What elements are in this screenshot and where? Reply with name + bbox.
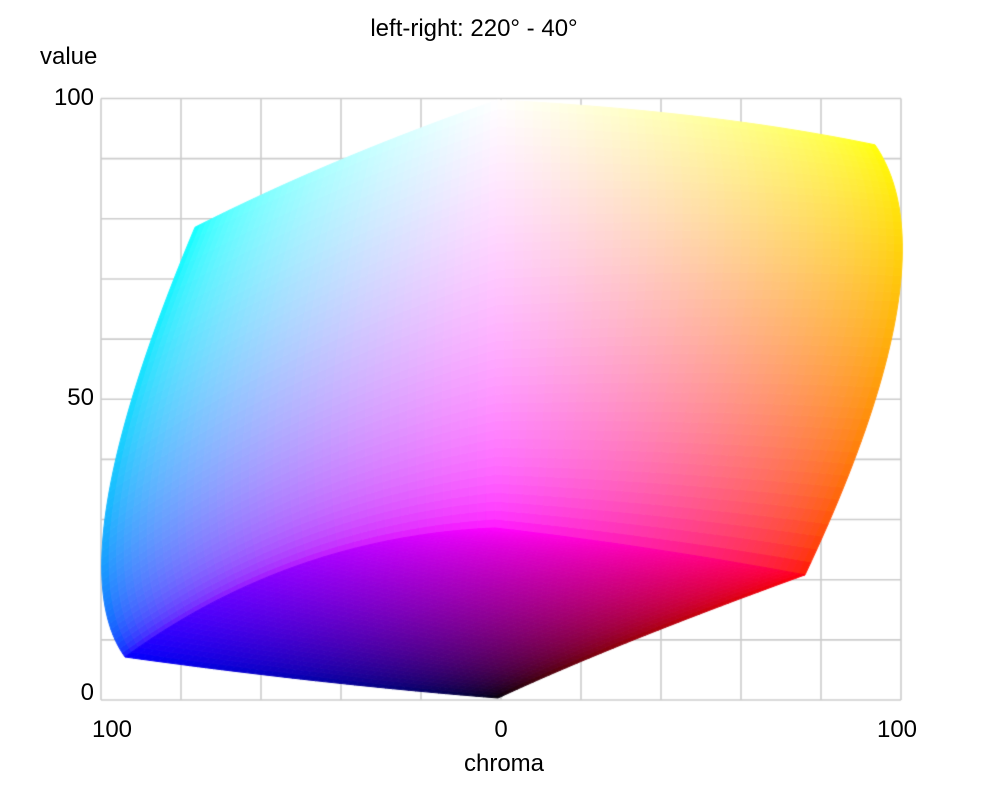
y-tick-100: 100 — [53, 84, 94, 111]
x-tick-0: 0 — [494, 716, 508, 743]
y-axis-label: value — [40, 43, 98, 70]
x-tick-left-100: 100 — [91, 716, 133, 743]
x-axis-label: chroma — [463, 750, 545, 777]
x-tick-right-100: 100 — [876, 716, 918, 743]
y-tick-50: 50 — [67, 384, 94, 411]
chart-title: left-right: 220° - 40° — [370, 15, 578, 42]
y-tick-0: 0 — [80, 679, 94, 706]
